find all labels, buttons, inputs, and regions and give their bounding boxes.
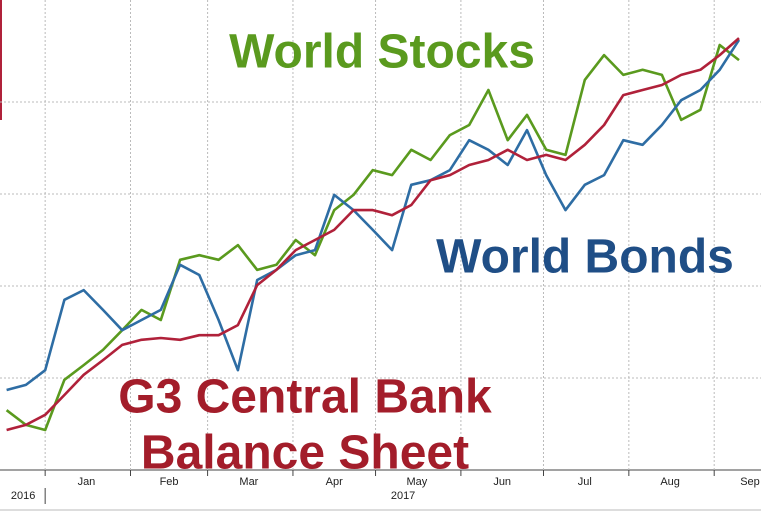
x-tick-label: Jul — [578, 476, 592, 488]
annotation: G3 Central Bank — [118, 371, 492, 424]
x-tick-label: May — [406, 476, 427, 488]
year-label: 2017 — [391, 490, 415, 502]
annotation: Balance Sheet — [141, 427, 469, 480]
x-tick-label: Aug — [660, 476, 680, 488]
x-tick-label: Sep — [740, 476, 760, 488]
annotation: World Stocks — [229, 26, 535, 79]
annotation: World Bonds — [436, 231, 734, 284]
series-line — [6, 37, 740, 432]
series-line — [6, 39, 741, 392]
year-label: 2016 — [11, 490, 35, 502]
x-tick-label: Jan — [78, 476, 96, 488]
x-tick-label: Mar — [239, 476, 258, 488]
series-line — [5, 43, 740, 432]
x-tick-label: Apr — [326, 476, 343, 488]
x-tick-label: Jun — [493, 476, 511, 488]
x-tick-label: Feb — [160, 476, 179, 488]
